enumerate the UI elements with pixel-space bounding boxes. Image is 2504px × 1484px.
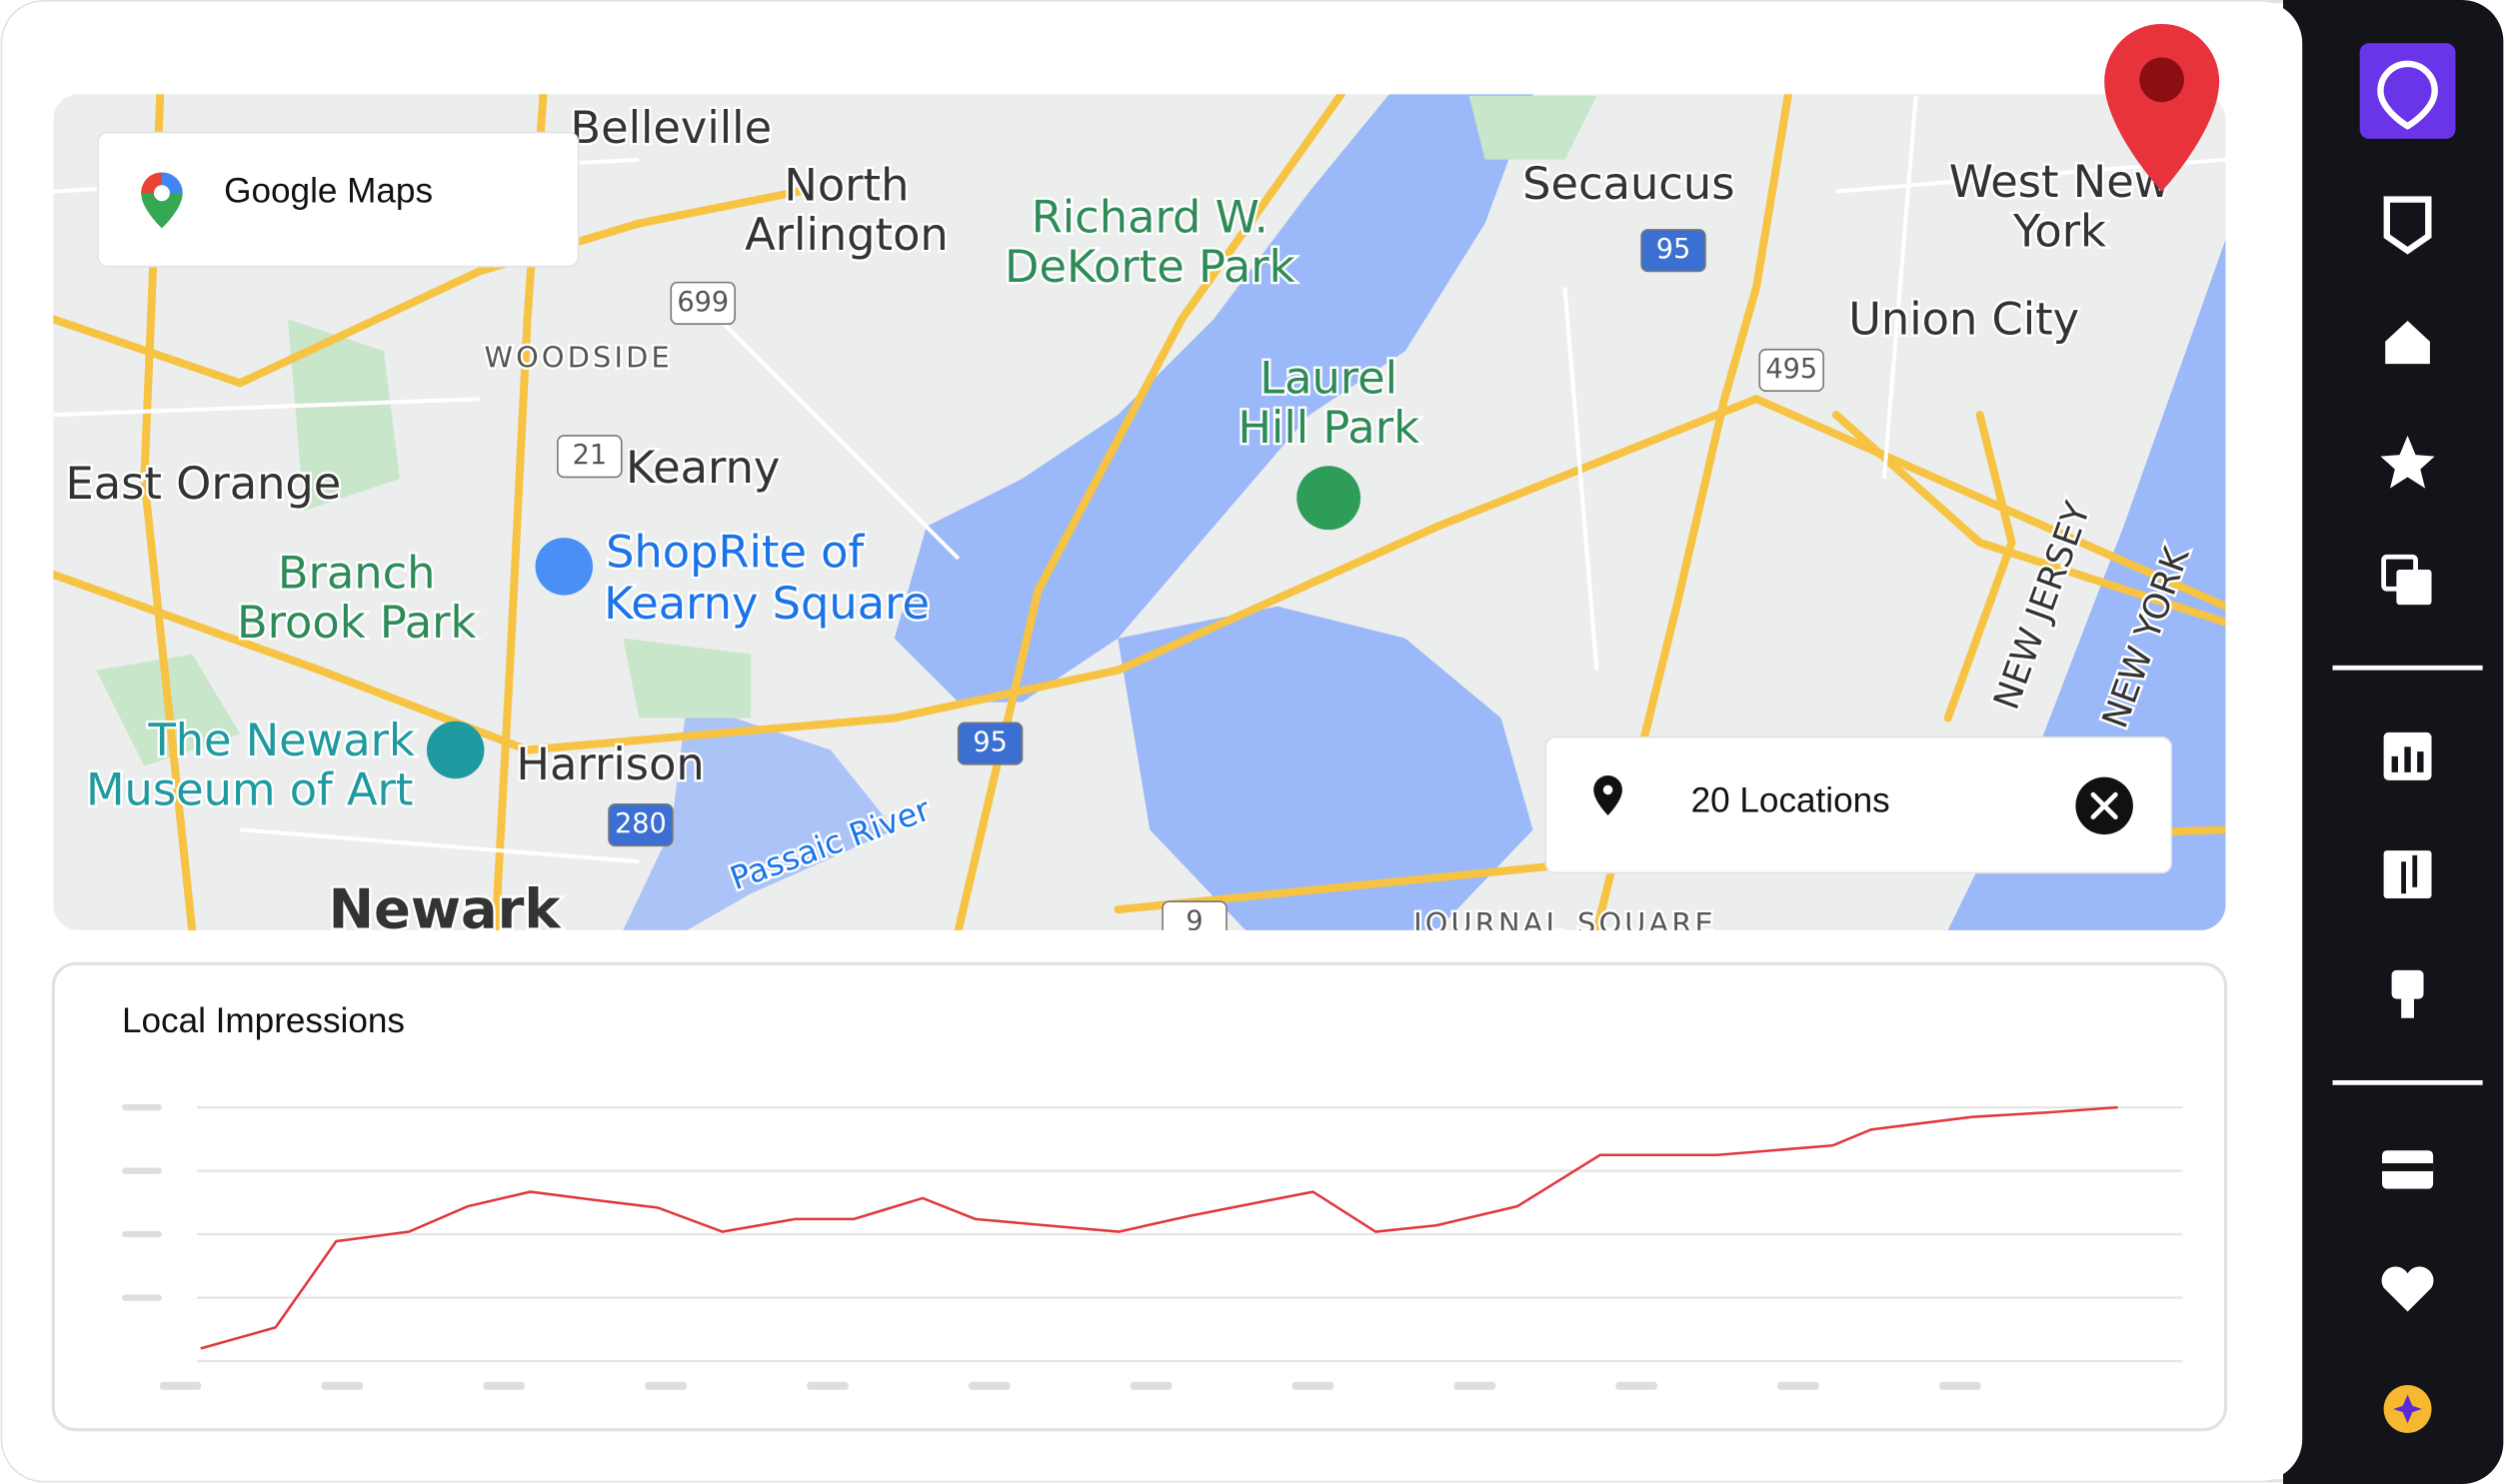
close-icon xyxy=(2090,791,2118,819)
maps-card xyxy=(97,131,580,268)
road-shield xyxy=(957,722,1024,765)
x-tick-placeholder xyxy=(969,1381,1011,1390)
park-pin xyxy=(1296,466,1361,531)
road-shield xyxy=(1162,900,1228,930)
trophy-icon[interactable] xyxy=(2391,969,2424,999)
map-label: 9 xyxy=(1186,905,1203,936)
road xyxy=(53,187,804,388)
x-tick-placeholder xyxy=(321,1381,364,1390)
x-tick-placeholder xyxy=(483,1381,525,1390)
y-tick-placeholder xyxy=(121,1294,162,1301)
map-label: York xyxy=(2012,206,2106,258)
map-label: Laurel xyxy=(1259,353,1397,405)
locations-count: 20 Locations xyxy=(1691,780,1890,819)
heart-icon[interactable] xyxy=(2381,1266,2434,1312)
divider xyxy=(2332,665,2483,671)
map-label: JOURNAL SQUARE xyxy=(1411,906,1716,940)
divider xyxy=(2332,1080,2483,1085)
map-label: 21 xyxy=(573,440,608,471)
shop-pin xyxy=(535,538,594,596)
x-tick-placeholder xyxy=(1291,1381,1334,1390)
x-tick-placeholder xyxy=(159,1381,202,1390)
map-label: Brook Park xyxy=(237,597,477,649)
maps-icon-dot xyxy=(153,185,170,202)
road-shield xyxy=(557,435,623,479)
map-label: Museum of Art xyxy=(86,764,413,816)
red-pin xyxy=(2104,23,2220,192)
y-tick-placeholder xyxy=(121,1167,162,1174)
trophy-stem xyxy=(2401,998,2414,1018)
y-tick-placeholder xyxy=(121,1230,162,1238)
road-shield xyxy=(1640,229,1706,273)
map-label: Hill Park xyxy=(1238,402,1419,454)
x-tick-placeholder xyxy=(1939,1381,1981,1390)
water xyxy=(623,702,895,930)
museum-pin xyxy=(426,721,485,779)
copy-icon-front xyxy=(2396,570,2432,606)
star-icon[interactable] xyxy=(2380,435,2435,489)
map-label: WOODSIDE xyxy=(484,340,672,374)
y-tick-placeholder xyxy=(121,1103,162,1111)
map-label: North xyxy=(784,159,909,211)
chart-title: Local Impressions xyxy=(122,1001,405,1040)
line-series xyxy=(200,1105,2118,1350)
map-label: Harrison xyxy=(516,739,704,790)
map-label: Kearny Square xyxy=(604,578,930,630)
logo[interactable] xyxy=(2359,43,2456,139)
x-tick-placeholder xyxy=(1130,1381,1173,1390)
x-tick-placeholder xyxy=(807,1381,849,1390)
road-shield xyxy=(1758,348,1824,393)
map-label: Union City xyxy=(1848,294,2079,346)
water xyxy=(894,94,1533,703)
red-pin-dot xyxy=(2139,57,2185,103)
reviews-icon[interactable] xyxy=(2383,196,2432,255)
map-label: West New xyxy=(1949,156,2171,208)
map-label: 699 xyxy=(677,287,729,318)
map-label: The Newark xyxy=(147,715,415,766)
icon-details xyxy=(2382,746,2434,1172)
water xyxy=(1118,606,1533,930)
map-label: ShopRite of xyxy=(606,527,865,579)
map-label: Belleville xyxy=(570,102,772,154)
chart xyxy=(121,1103,2183,1390)
chart-card xyxy=(51,961,2228,1432)
map-label: 95 xyxy=(1656,234,1691,265)
road-shield xyxy=(608,802,674,847)
map-label: Branch xyxy=(278,547,436,599)
home-icon[interactable] xyxy=(2385,320,2430,365)
map-icon[interactable] xyxy=(2383,850,2432,898)
map-label: 280 xyxy=(615,808,667,839)
premium-spark xyxy=(2393,1394,2422,1424)
location-icon xyxy=(1593,775,1622,815)
map-label: 495 xyxy=(1765,354,1817,385)
map-label: DeKorte Park xyxy=(1005,241,1295,293)
x-tick-placeholder xyxy=(1615,1381,1657,1390)
map-label: Arlington xyxy=(745,209,949,261)
map-label: Kearny xyxy=(626,442,780,494)
map-label: Newark xyxy=(329,877,563,940)
logo-mark xyxy=(2377,60,2438,130)
map-label: Richard W. xyxy=(1032,191,1268,243)
road-shield xyxy=(670,281,736,325)
locations-pill xyxy=(1544,736,2173,874)
map-label: East Orange xyxy=(66,458,342,510)
map-label: 95 xyxy=(973,728,1008,758)
maps-card-title: Google Maps xyxy=(224,171,433,210)
location-icon-dot xyxy=(1602,784,1613,795)
highway xyxy=(1592,94,1793,930)
map-label: Secaucus xyxy=(1522,158,1734,210)
highway xyxy=(53,394,2226,754)
x-tick-placeholder xyxy=(645,1381,687,1390)
x-tick-placeholder xyxy=(1777,1381,1819,1390)
x-tick-placeholder xyxy=(1453,1381,1496,1390)
